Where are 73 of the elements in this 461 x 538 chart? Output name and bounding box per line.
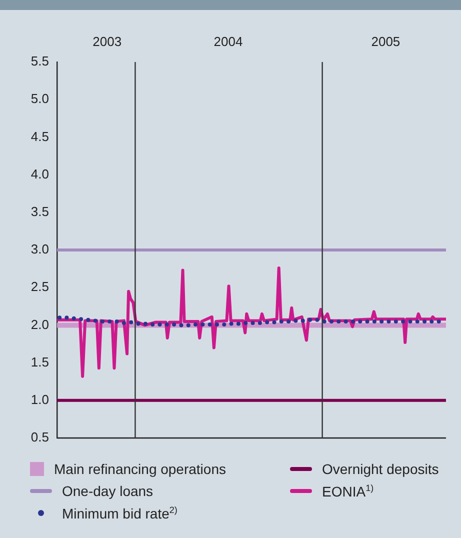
y-tick-label: 2.0 — [30, 316, 49, 332]
point — [214, 322, 219, 326]
point — [279, 319, 284, 324]
point — [300, 318, 305, 323]
y-tick-label: 5.0 — [30, 91, 49, 106]
point — [200, 322, 205, 326]
point — [286, 319, 291, 324]
point — [258, 320, 262, 325]
point — [229, 322, 234, 326]
point — [415, 319, 420, 324]
y-tick-label: 2.5 — [30, 279, 49, 294]
x-tick-label: 2005 — [371, 34, 400, 49]
point — [58, 316, 62, 320]
point — [408, 319, 412, 324]
point — [186, 323, 190, 328]
point — [100, 319, 104, 324]
point — [208, 322, 212, 326]
point — [179, 323, 184, 328]
y-tick-label: 5.5 — [30, 54, 49, 69]
point — [422, 319, 427, 324]
point — [250, 320, 255, 325]
point — [72, 316, 76, 320]
point — [436, 319, 441, 324]
point — [93, 318, 98, 323]
point — [272, 320, 276, 324]
x-tick-label: 2004 — [214, 34, 243, 49]
point — [244, 320, 248, 325]
point — [315, 318, 320, 322]
point — [172, 322, 176, 326]
point — [336, 319, 341, 324]
legend-label: EONIA$^{1)}$ — [322, 482, 374, 500]
point — [365, 319, 370, 324]
point — [122, 320, 126, 325]
point — [108, 319, 112, 324]
legend-label: Overnight deposits — [322, 461, 439, 477]
point — [344, 319, 348, 324]
point — [114, 319, 119, 324]
y-tick-label: 3.5 — [30, 204, 49, 219]
point — [380, 319, 384, 324]
point — [330, 319, 334, 324]
y-tick-label: 4.5 — [30, 128, 49, 144]
point — [150, 322, 155, 326]
x-tick-label: 2003 — [92, 34, 122, 49]
point — [158, 322, 162, 326]
point — [236, 322, 240, 326]
point — [265, 320, 270, 324]
point — [164, 322, 169, 326]
y-tick-label: 0.5 — [30, 430, 49, 445]
point — [386, 319, 391, 324]
legend-label: One-day loans — [62, 483, 154, 499]
y-tick-label: 1.0 — [30, 392, 49, 407]
point — [308, 318, 312, 322]
point — [401, 319, 406, 324]
point — [430, 319, 434, 324]
point — [136, 322, 140, 326]
legend-label: Main refinancing operations — [54, 461, 226, 477]
y-tick-label: 4.0 — [30, 166, 49, 182]
point — [129, 320, 134, 324]
y-tick-label: 1.5 — [30, 354, 49, 370]
point — [222, 322, 226, 326]
point — [358, 319, 362, 324]
point — [294, 318, 298, 323]
point — [64, 316, 69, 320]
y-tick-label: 3.0 — [30, 242, 49, 257]
point — [322, 319, 326, 324]
point — [143, 322, 148, 326]
point — [79, 317, 84, 322]
point — [194, 322, 198, 326]
point — [86, 318, 90, 322]
point — [372, 319, 376, 324]
point — [350, 319, 355, 324]
legend-label: Minimum bid rate$^{2)}$ — [62, 504, 178, 522]
point — [394, 319, 398, 324]
